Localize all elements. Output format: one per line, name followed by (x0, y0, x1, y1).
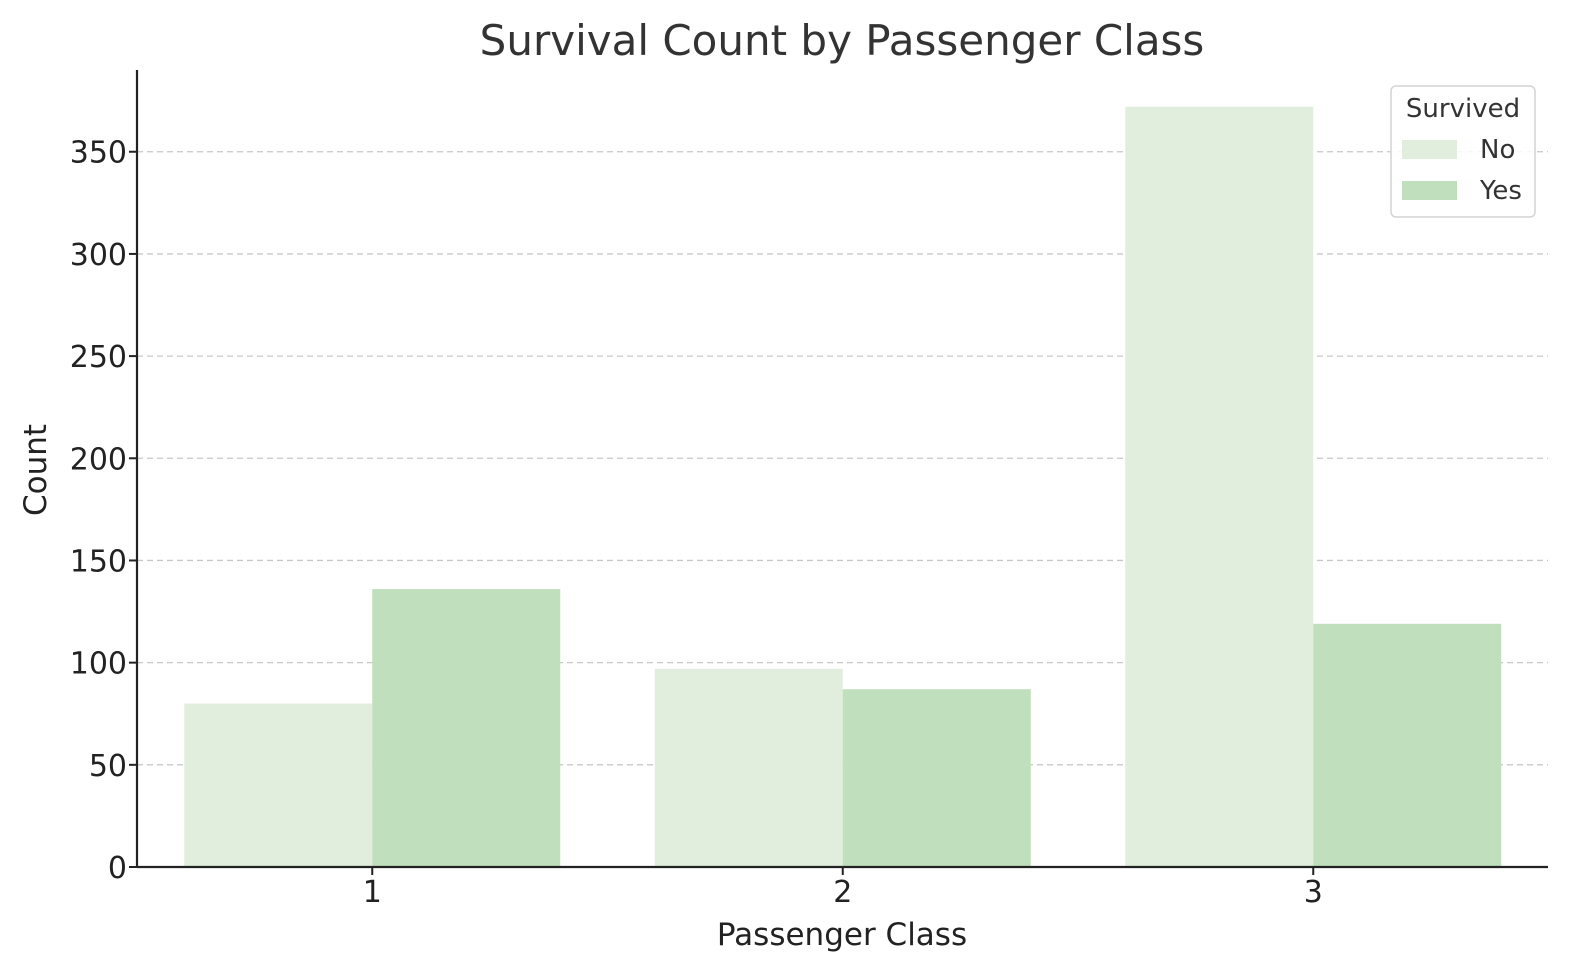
x-tick-label: 2 (833, 875, 852, 910)
y-tick-label: 200 (70, 442, 127, 477)
y-tick-label: 0 (108, 851, 127, 886)
x-tick-label: 3 (1304, 875, 1323, 910)
legend-label-no: No (1480, 135, 1515, 165)
x-ticks: 1 2 3 (363, 867, 1323, 910)
bar-yes-class-2 (842, 689, 1031, 867)
gridlines (137, 151, 1548, 766)
bar-no-class-3 (1125, 106, 1314, 868)
chart-title: Survival Count by Passenger Class (480, 16, 1205, 65)
legend: Survived No Yes (1390, 85, 1536, 218)
y-tick-label: 150 (70, 544, 127, 579)
legend-label-yes: Yes (1479, 176, 1522, 206)
y-tick-label: 100 (70, 647, 127, 682)
bar-yes-class-3 (1313, 623, 1502, 867)
x-axis-title: Passenger Class (717, 917, 967, 953)
bar-no-class-1 (184, 703, 373, 867)
bar-no-class-2 (654, 668, 843, 867)
y-tick-label: 50 (89, 749, 127, 784)
bar-yes-class-1 (372, 589, 561, 867)
y-tick-label: 350 (70, 136, 127, 171)
y-axis-title: Count (18, 424, 54, 516)
x-tick-label: 1 (363, 875, 382, 910)
legend-swatch-yes (1402, 181, 1457, 200)
bars (184, 106, 1502, 868)
legend-swatch-no (1402, 140, 1457, 159)
y-tick-label: 300 (70, 238, 127, 273)
y-ticks: 0 50 100 150 200 250 300 350 (70, 136, 137, 886)
y-tick-label: 250 (70, 340, 127, 375)
legend-title: Survived (1406, 94, 1520, 124)
